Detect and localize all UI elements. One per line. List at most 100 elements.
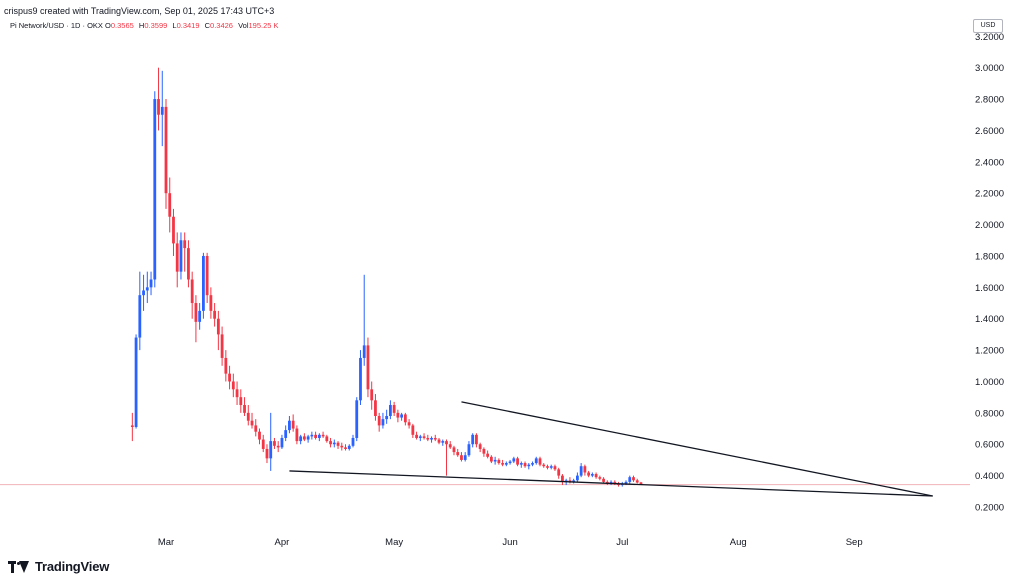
currency-button[interactable]: USD	[973, 19, 1003, 33]
candle	[314, 431, 317, 440]
candle	[516, 456, 519, 467]
candle-body	[475, 434, 478, 445]
x-tick-label: Sep	[846, 537, 863, 548]
candle-body	[269, 441, 273, 459]
ohlc-key: H	[138, 21, 145, 30]
candle-body	[426, 437, 430, 440]
candle-body	[276, 445, 280, 448]
candle-body	[284, 430, 288, 438]
trendline[interactable]	[289, 470, 933, 497]
candle	[471, 433, 475, 448]
candle	[261, 434, 265, 453]
candle	[403, 412, 407, 426]
candle	[213, 303, 217, 327]
candle-body	[504, 463, 508, 465]
candle-body	[359, 357, 362, 401]
candle-body	[179, 240, 183, 272]
candle	[145, 271, 149, 304]
y-tick-label: 0.6000	[975, 440, 1004, 451]
candle	[205, 252, 209, 304]
volume-label: Vol	[238, 21, 249, 30]
candle	[486, 450, 490, 459]
candle	[381, 412, 385, 429]
candle	[512, 456, 516, 464]
candle-body	[377, 415, 381, 426]
candle	[190, 271, 194, 319]
candle-body	[422, 436, 426, 438]
candle-body	[456, 452, 460, 456]
candle	[149, 271, 153, 296]
candle-body	[576, 475, 579, 481]
candle-body	[325, 436, 329, 442]
candle-body	[164, 106, 168, 194]
candle	[198, 303, 202, 330]
candle-body	[228, 373, 231, 382]
candle-body	[261, 439, 265, 449]
candle	[437, 437, 441, 445]
candle	[433, 434, 437, 442]
candle	[299, 434, 303, 445]
candle-body	[561, 475, 564, 482]
candle	[385, 409, 389, 424]
candle	[415, 431, 418, 440]
candle-body	[194, 303, 198, 322]
ohlc-value: 0.3599	[144, 21, 168, 30]
candle	[456, 448, 460, 457]
candle-body	[590, 474, 594, 476]
candle-body	[306, 436, 310, 440]
candle-body	[205, 255, 209, 296]
candle-body	[340, 445, 344, 448]
candle-body	[213, 310, 217, 319]
y-tick-label: 1.0000	[975, 377, 1004, 388]
y-tick-label: 0.4000	[975, 471, 1004, 482]
y-tick-label: 1.4000	[975, 314, 1004, 325]
candle	[243, 397, 246, 416]
candle	[317, 433, 321, 442]
ohlc-key: C	[204, 21, 211, 30]
candle-body	[216, 318, 220, 335]
candle-body	[538, 458, 542, 465]
candle-body	[418, 436, 422, 438]
candle-body	[332, 442, 336, 445]
candle-body	[598, 477, 602, 479]
candle-body	[336, 442, 340, 446]
candle-body	[523, 463, 527, 467]
candle-body	[497, 459, 501, 464]
candle-body	[314, 434, 317, 438]
candle-body	[445, 441, 448, 445]
candle-body	[258, 431, 261, 440]
candle-body	[396, 412, 400, 418]
candle	[276, 441, 280, 453]
y-tick-label: 2.4000	[975, 157, 1004, 168]
candle-body	[389, 405, 392, 416]
candle-body	[486, 453, 490, 457]
symbol-title[interactable]: Pi Network/USD · 1D · OKX	[10, 21, 103, 30]
candle	[583, 464, 587, 476]
candle-body	[183, 240, 187, 249]
candle	[467, 441, 471, 457]
candle	[284, 425, 288, 442]
candle-body	[467, 444, 471, 456]
y-tick-label: 0.2000	[975, 503, 1004, 514]
tradingview-logo[interactable]: TradingView	[8, 559, 109, 574]
candle	[579, 463, 583, 478]
candle-body	[198, 310, 202, 322]
candle	[224, 350, 228, 382]
candle-body	[295, 428, 299, 442]
candle-body	[527, 464, 531, 467]
candle-body	[448, 444, 452, 448]
candle-body	[628, 477, 632, 482]
candle	[306, 434, 310, 443]
candle-body	[187, 248, 190, 280]
candle-body	[239, 397, 243, 406]
candle-body	[489, 456, 493, 462]
candle-body	[553, 466, 557, 470]
trendline[interactable]	[461, 401, 933, 497]
ohlc-value: 0.3565	[110, 21, 134, 30]
candle-body	[534, 458, 538, 464]
candle	[576, 472, 579, 482]
candle	[280, 434, 284, 449]
x-tick-label: Apr	[275, 537, 290, 548]
candle-body	[508, 461, 512, 464]
